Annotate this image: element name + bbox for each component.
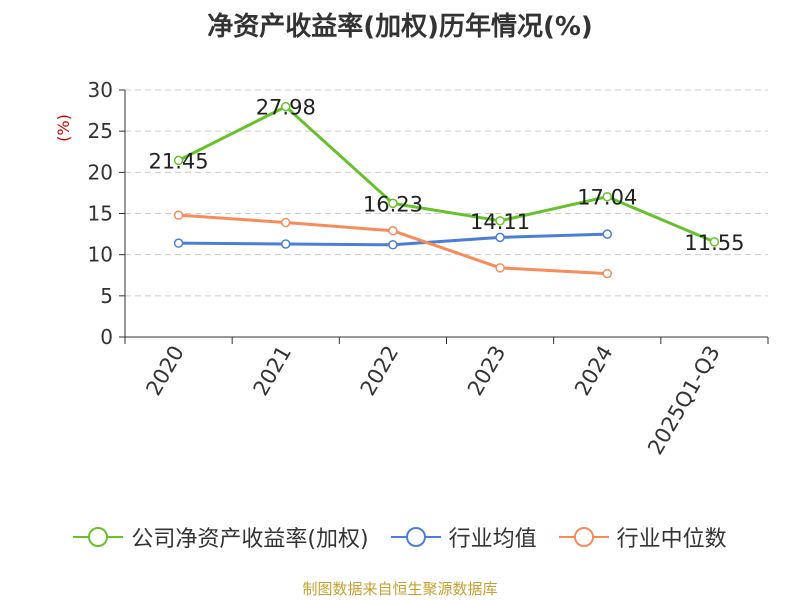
data-label: 17.04	[577, 186, 637, 210]
y-tick-label: 15	[88, 202, 113, 226]
data-point	[495, 216, 505, 226]
x-tick-label: 2020	[141, 342, 189, 400]
data-point	[388, 240, 398, 250]
legend: 公司净资产收益率(加权) 行业均值 行业中位数	[0, 520, 800, 554]
legend-marker-icon	[390, 527, 441, 547]
data-point	[173, 210, 184, 220]
legend-label: 公司净资产收益率(加权)	[131, 527, 369, 552]
data-label: 11.55	[684, 231, 744, 255]
data-point	[602, 229, 612, 239]
legend-marker-icon	[73, 527, 124, 547]
data-point	[495, 232, 505, 243]
y-tick-label: 20	[88, 160, 113, 184]
data-point	[709, 237, 720, 247]
data-label: 21.45	[149, 149, 209, 173]
data-point	[388, 198, 398, 209]
x-tick-label: 2024	[570, 342, 618, 400]
y-tick-label: 10	[88, 243, 113, 267]
data-point	[281, 239, 291, 249]
legend-item[interactable]: 行业均值	[390, 521, 537, 553]
x-tick-label: 2023	[463, 342, 511, 400]
data-point	[173, 238, 184, 248]
data-source-note: 制图数据来自恒生聚源数据库	[302, 580, 498, 598]
data-point	[602, 268, 612, 279]
data-point	[388, 226, 398, 236]
legend-item[interactable]: 公司净资产收益率(加权)	[73, 521, 369, 553]
line-chart: 0 5 10 15 20 25 30 (%) 2020 2021 2022 2023 2024 2025Q…	[54, 78, 769, 459]
data-point	[281, 101, 291, 112]
data-point	[173, 155, 184, 166]
legend-marker-icon	[558, 527, 609, 547]
y-tick-label: 25	[88, 119, 113, 143]
axes: 0 5 10 15 20 25 30 (%) 2020 2021 2022 2023 2024 2025Q…	[54, 78, 769, 459]
legend-label: 行业中位数	[616, 527, 727, 552]
y-tick-label: 0	[100, 325, 113, 349]
chart-title: 净资产收益率(加权)历年情况(%)	[207, 12, 593, 42]
data-point	[281, 217, 291, 228]
y-tick-label: 30	[88, 78, 113, 102]
data-label: 16.23	[363, 192, 423, 216]
y-axis-label: (%)	[54, 114, 73, 142]
data-point	[602, 191, 612, 202]
data-labels: 21.45 27.98 16.23 14.11 17.04 11.55	[149, 96, 745, 255]
data-label: 27.98	[256, 96, 316, 120]
data-point	[495, 263, 505, 273]
legend-label: 行业均值	[448, 527, 537, 552]
x-tick-label: 2025Q1-Q3	[643, 342, 725, 459]
grid-lines	[125, 89, 768, 297]
legend-item[interactable]: 行业中位数	[558, 521, 727, 553]
series-lines	[173, 101, 720, 279]
data-label: 14.11	[470, 210, 530, 234]
y-tick-label: 5	[100, 284, 113, 308]
x-tick-label: 2022	[356, 342, 404, 400]
series-line-0	[177, 105, 715, 244]
x-tick-label: 2021	[249, 342, 297, 400]
